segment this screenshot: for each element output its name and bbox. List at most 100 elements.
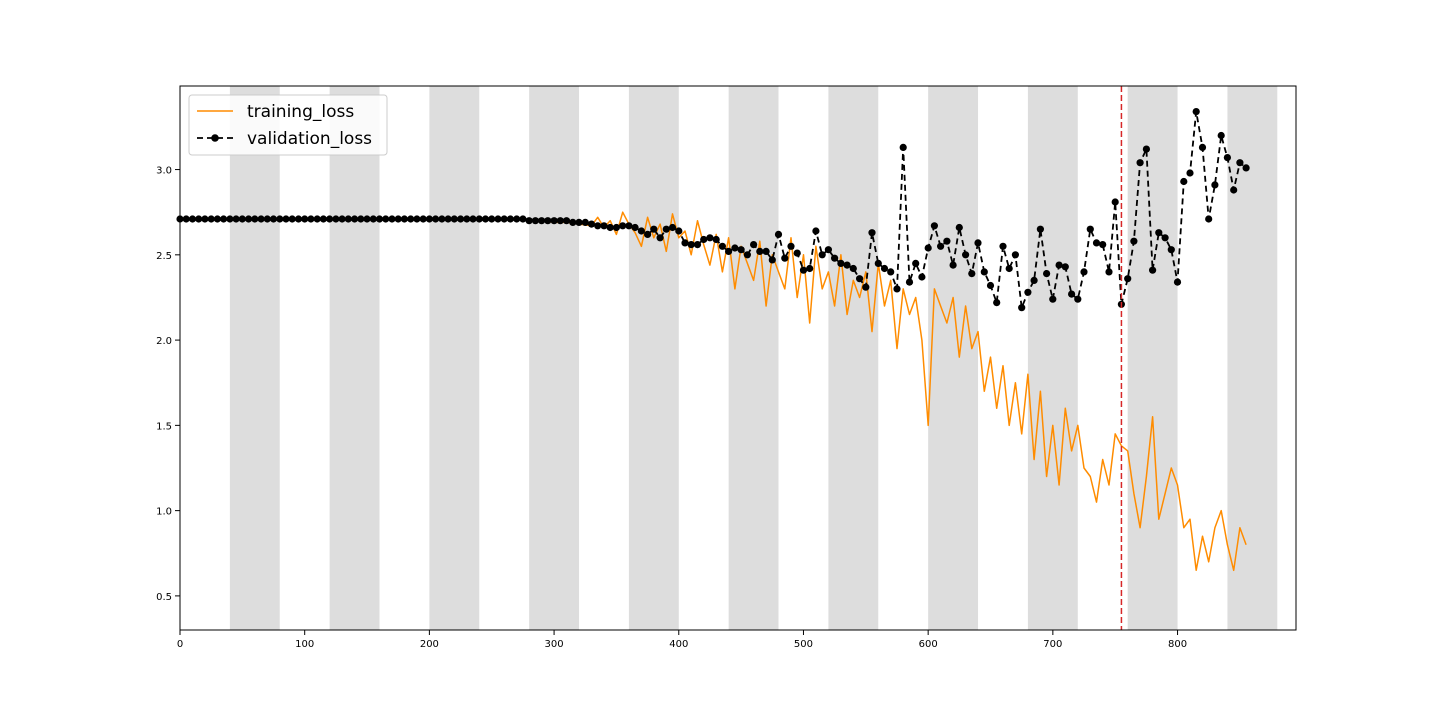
y-tick-label-3: 2.0 [156,336,172,347]
validation-point-114 [887,268,895,276]
validation-point-50 [488,215,496,223]
validation-point-89 [731,244,739,252]
validation-point-42 [438,215,446,223]
validation-point-39 [419,215,427,223]
validation-point-48 [475,215,483,223]
validation-point-154 [1136,159,1144,167]
validation-point-75 [644,230,652,238]
validation-point-122 [937,242,945,250]
y-tick-label-4: 2.5 [156,251,172,262]
validation-point-105 [831,254,839,262]
validation-point-68 [600,222,608,230]
validation-point-12 [251,215,259,223]
shaded-band-4 [628,86,679,630]
validation-point-117 [905,278,914,286]
validation-point-143 [1068,290,1076,298]
validation-point-121 [930,222,939,230]
validation-point-99 [793,249,801,257]
validation-point-79 [668,223,677,232]
y-tick-label-2: 1.5 [156,421,172,432]
validation-point-110 [862,283,870,291]
validation-point-54 [513,215,521,223]
validation-point-101 [806,264,814,273]
validation-point-25 [332,215,340,223]
validation-point-96 [774,230,783,238]
validation-point-81 [681,239,689,247]
validation-point-129 [980,268,988,276]
validation-point-8 [226,215,234,223]
validation-point-61 [556,217,564,225]
x-tick-label-3: 300 [545,639,564,650]
validation-point-77 [656,234,664,242]
validation-point-52 [500,215,508,223]
validation-point-134 [1011,251,1020,259]
validation-point-166 [1211,181,1219,189]
epoch-shaded-bands [229,86,1278,630]
validation-point-23 [319,215,327,223]
shaded-band-9 [1127,86,1178,630]
validation-point-59 [544,217,552,225]
validation-point-67 [594,222,602,230]
shaded-band-3 [529,86,580,630]
x-tick-label-5: 500 [794,639,813,650]
validation-point-118 [912,259,920,267]
x-tick-label-8: 800 [1168,639,1187,650]
validation-point-53 [506,215,514,223]
validation-point-130 [986,281,995,290]
validation-point-60 [550,217,558,225]
validation-point-74 [637,227,646,235]
validation-point-157 [1155,229,1163,237]
x-tick-label-2: 200 [420,639,439,650]
validation-point-13 [257,215,265,223]
validation-point-32 [375,215,384,223]
validation-point-171 [1242,164,1250,172]
validation-point-136 [1024,288,1032,296]
validation-point-119 [918,273,926,281]
validation-point-142 [1061,263,1069,271]
legend-validation-label: validation_loss [247,129,372,149]
validation-point-146 [1086,225,1094,233]
y-axis: 0.5 1.0 1.5 2.0 2.5 3.0 [156,166,180,603]
validation-point-139 [1043,270,1051,278]
validation-point-11 [245,215,253,223]
validation-point-1 [182,215,190,223]
validation-point-73 [631,223,639,232]
validation-point-88 [725,247,733,255]
validation-point-65 [581,218,589,226]
validation-point-97 [781,254,789,262]
y-tick-label-0: 0.5 [156,592,172,603]
validation-point-72 [625,222,633,230]
shaded-band-10 [1227,86,1278,630]
validation-point-95 [768,256,776,264]
validation-point-45 [457,215,465,223]
validation-point-138 [1036,225,1044,233]
validation-point-159 [1167,246,1175,254]
validation-point-84 [700,235,708,244]
validation-point-34 [388,215,396,223]
x-axis: 0 100 200 300 400 500 600 700 800 [177,630,1187,650]
validation-point-22 [313,215,321,223]
validation-point-125 [955,223,963,232]
shaded-band-5 [728,86,779,630]
validation-point-163 [1192,108,1200,116]
validation-point-19 [294,215,303,223]
validation-point-27 [344,215,352,223]
validation-point-86 [712,235,720,244]
validation-point-164 [1198,143,1207,151]
validation-point-28 [351,215,359,223]
validation-point-10 [238,215,246,223]
validation-point-152 [1124,275,1132,283]
validation-point-46 [463,215,471,223]
validation-point-109 [856,275,864,283]
validation-point-113 [880,264,889,273]
legend-training-label: training_loss [247,102,354,122]
validation-point-57 [531,217,540,225]
validation-point-160 [1173,278,1182,286]
validation-point-33 [382,215,390,223]
validation-point-71 [619,222,627,230]
validation-point-148 [1099,241,1107,249]
shaded-band-0 [229,86,280,630]
validation-point-7 [220,215,228,223]
validation-point-21 [307,215,315,223]
